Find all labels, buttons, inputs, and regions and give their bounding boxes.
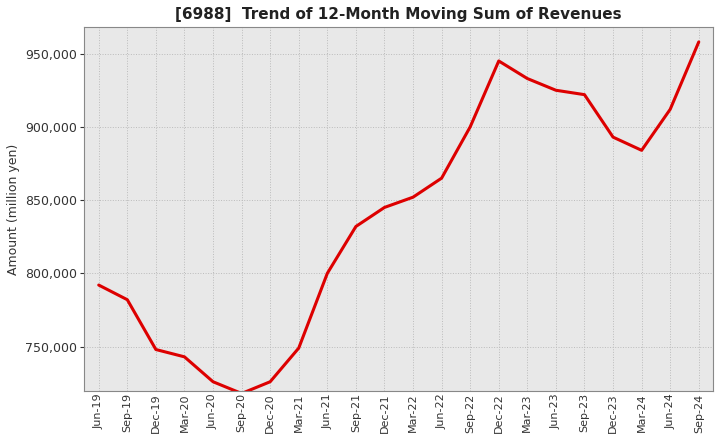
Y-axis label: Amount (million yen): Amount (million yen) <box>7 143 20 275</box>
Title: [6988]  Trend of 12-Month Moving Sum of Revenues: [6988] Trend of 12-Month Moving Sum of R… <box>176 7 622 22</box>
